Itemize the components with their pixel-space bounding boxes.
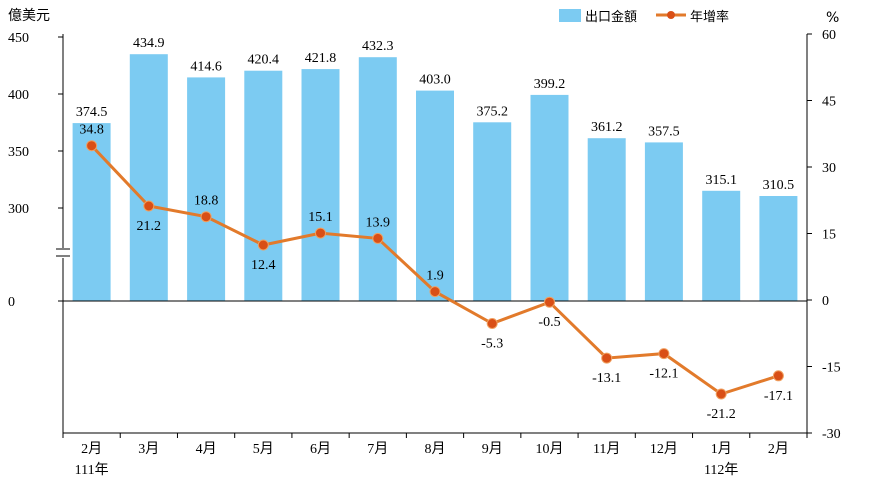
x-tick-label: 4月	[196, 441, 217, 457]
bar	[530, 94, 569, 302]
legend-line-marker	[667, 11, 675, 19]
legend-bar-label: 出口金額	[585, 9, 637, 25]
x-tick-label: 12月	[650, 441, 678, 457]
bar	[759, 196, 798, 301]
bar-value-label: 434.9	[133, 36, 165, 51]
growth-rate-label: 13.9	[366, 215, 391, 230]
right-tick-label: -30	[822, 427, 841, 442]
bar	[244, 70, 283, 301]
x-tick-label: 2月	[768, 441, 789, 457]
left-axis-unit: 億美元	[8, 8, 50, 24]
x-tick-label: 2月	[81, 441, 102, 457]
growth-rate-label: 1.9	[426, 269, 444, 284]
growth-rate-point	[86, 140, 98, 152]
x-tick-label: 5月	[253, 441, 274, 457]
x-tick-label: 9月	[482, 441, 503, 457]
bar-value-label: 420.4	[248, 53, 280, 68]
growth-rate-label: 15.1	[308, 210, 333, 225]
x-tick-label: 11月	[593, 441, 620, 457]
growth-rate-label: 12.4	[251, 258, 276, 273]
growth-rate-label: -5.3	[481, 337, 503, 352]
growth-rate-label: 34.8	[79, 123, 104, 138]
bar-value-label: 375.2	[476, 104, 508, 119]
x-tick-label: 3月	[138, 441, 159, 457]
left-tick-label: 300	[8, 202, 29, 217]
growth-rate-point	[658, 348, 670, 360]
bar	[587, 138, 626, 301]
bar	[358, 57, 397, 302]
bar	[301, 69, 340, 301]
growth-rate-point	[315, 227, 326, 239]
bar-value-label: 357.5	[648, 124, 680, 139]
legend-line-label: 年增率	[690, 9, 729, 25]
bars-layer	[72, 54, 798, 302]
bar	[416, 90, 454, 301]
bar	[187, 77, 226, 302]
bar-value-label: 315.1	[705, 173, 737, 188]
right-tick-label: 0	[822, 294, 829, 309]
growth-rate-label: 21.2	[137, 219, 162, 234]
growth-rate-label: -21.2	[707, 407, 736, 422]
growth-rate-point	[257, 239, 269, 251]
growth-rate-label: -0.5	[538, 315, 560, 330]
growth-rate-label: -12.1	[649, 367, 678, 382]
growth-rate-point	[601, 352, 613, 364]
growth-rate-label: -17.1	[764, 389, 793, 404]
growth-rate-label: 18.8	[194, 194, 219, 209]
left-tick-label: 450	[8, 31, 29, 46]
x-tick-label: 1月	[711, 441, 732, 457]
axis-break-gap	[56, 248, 70, 258]
axes-layer: 450 400 350 300 0 60 45 30 15 0 -15 -30 2月 111年 3月 4月 5月…	[8, 28, 841, 478]
line-layer	[86, 140, 784, 400]
right-tick-label: 45	[822, 95, 836, 110]
growth-rate-point	[143, 200, 155, 212]
bar	[72, 123, 111, 301]
bar-value-label: 403.0	[419, 73, 451, 88]
bar	[702, 190, 741, 301]
right-tick-label: 30	[822, 161, 836, 176]
right-tick-label: 15	[822, 228, 836, 243]
left-tick-label: 0	[8, 295, 15, 310]
right-tick-label: 60	[822, 28, 836, 43]
growth-rate-point	[486, 318, 498, 329]
bar	[473, 122, 512, 301]
growth-rate-point	[772, 370, 784, 382]
growth-rate-point	[429, 286, 441, 298]
bar	[129, 54, 168, 302]
growth-rate-point	[544, 296, 555, 308]
bar-value-label: 414.6	[190, 59, 222, 74]
bar	[644, 142, 683, 301]
right-axis-unit: %	[826, 10, 839, 26]
bar-value-label: 421.8	[305, 51, 337, 66]
x-year-label: 112年	[704, 462, 738, 478]
legend: 出口金額 年增率	[559, 9, 729, 25]
left-tick-label: 350	[8, 145, 29, 160]
growth-rate-point	[715, 388, 727, 400]
growth-rate-point	[372, 232, 384, 244]
growth-rate-label: -13.1	[592, 371, 621, 386]
x-year-label: 111年	[75, 462, 109, 478]
x-tick-label: 8月	[425, 441, 446, 457]
x-tick-label: 10月	[536, 441, 564, 457]
bar-value-label: 310.5	[763, 178, 795, 193]
x-tick-label: 6月	[310, 441, 331, 457]
bar-value-label: 361.2	[591, 120, 623, 135]
bar-value-label: 374.5	[76, 105, 108, 120]
bar-value-label: 399.2	[534, 77, 566, 92]
bar-value-label: 432.3	[362, 39, 394, 54]
right-tick-label: -15	[822, 361, 841, 376]
x-tick-label: 7月	[367, 441, 388, 457]
left-tick-label: 400	[8, 88, 29, 103]
labels-layer: 374.5 434.9 414.6 420.4 421.8 432.3 403.0 375.2…	[76, 36, 794, 422]
growth-rate-point	[200, 211, 212, 223]
legend-bar-swatch	[559, 9, 581, 22]
